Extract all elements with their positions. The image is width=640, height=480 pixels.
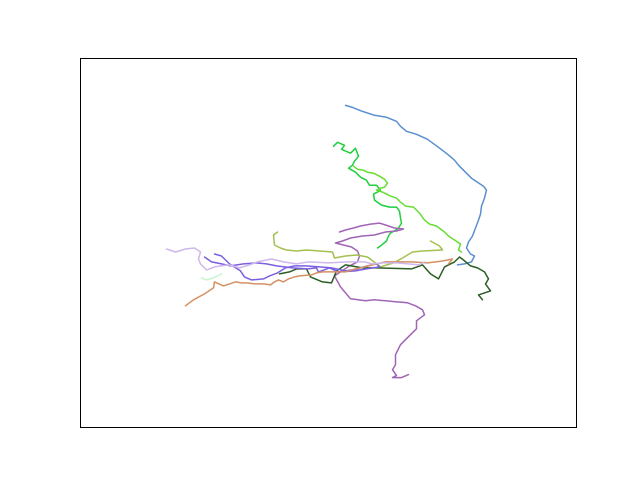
plot-frame <box>80 58 577 428</box>
series-line-8 <box>184 258 454 307</box>
series-line-10 <box>200 273 223 281</box>
series-line-5 <box>272 231 444 268</box>
series-line-3 <box>352 165 463 253</box>
series-layer <box>165 104 492 379</box>
series-line-6 <box>278 256 492 301</box>
series-line-9 <box>165 247 426 271</box>
series-line-1 <box>344 104 488 266</box>
